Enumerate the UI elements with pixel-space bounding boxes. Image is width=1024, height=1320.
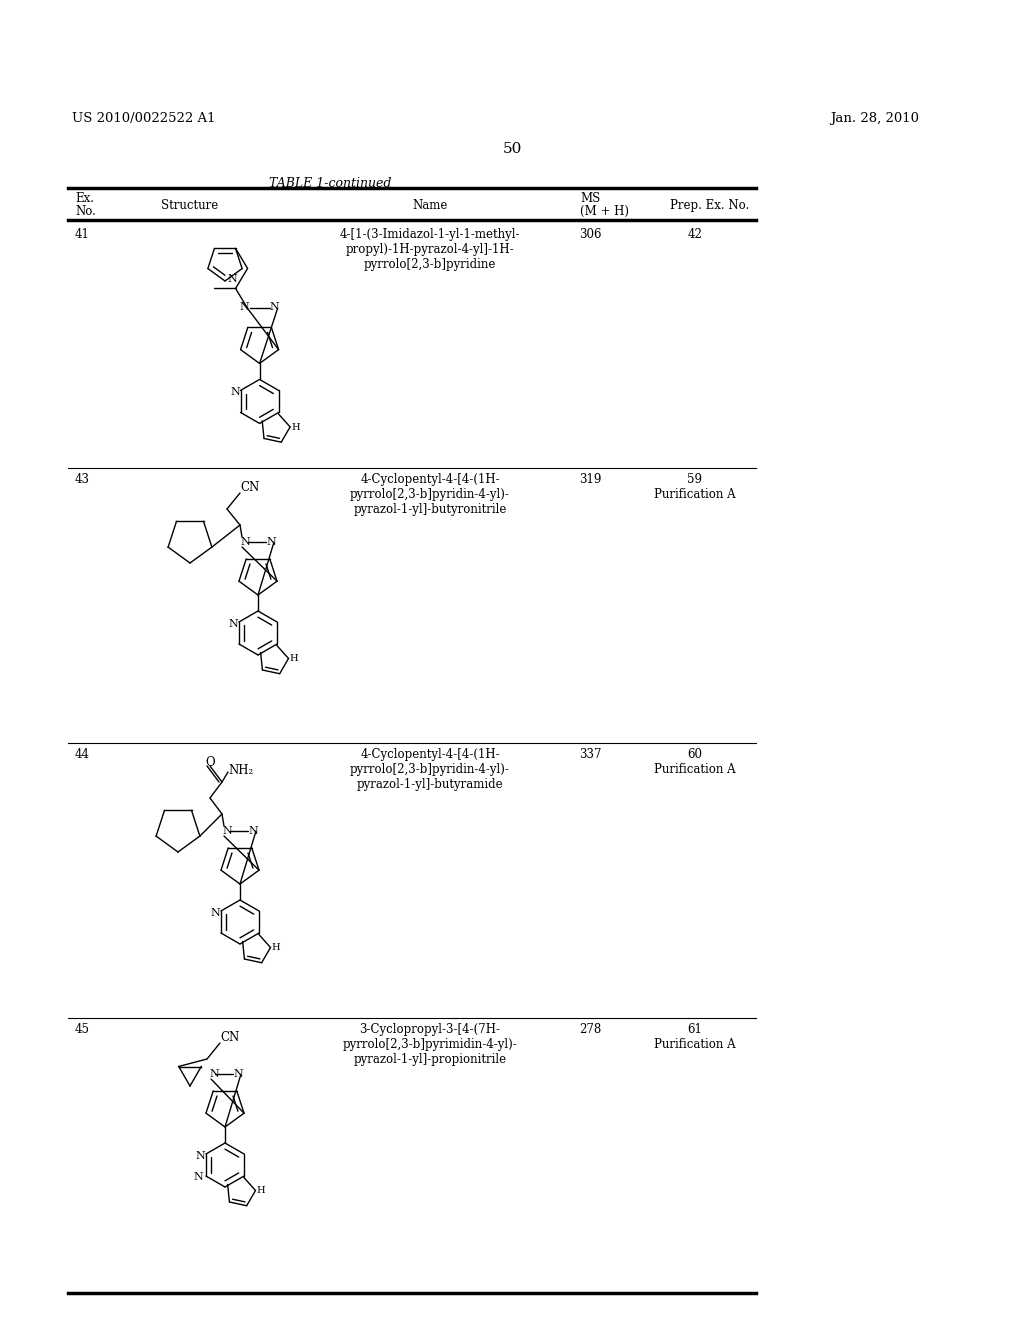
Text: 44: 44 [75,748,90,762]
Text: N: N [266,537,275,546]
Text: 4-[1-(3-Imidazol-1-yl-1-methyl-
propyl)-1H-pyrazol-4-yl]-1H-
pyrrolo[2,3-b]pyrid: 4-[1-(3-Imidazol-1-yl-1-methyl- propyl)-… [340,228,520,271]
Text: N: N [248,826,258,836]
Text: 60
Purification A: 60 Purification A [654,748,736,776]
Text: N: N [194,1172,204,1181]
Text: Prep. Ex. No.: Prep. Ex. No. [670,199,750,213]
Text: 42: 42 [687,228,702,242]
Text: 61
Purification A: 61 Purification A [654,1023,736,1051]
Text: 278: 278 [579,1023,601,1036]
Text: N: N [240,302,249,313]
Text: CN: CN [240,480,259,494]
Text: 50: 50 [503,143,521,156]
Text: Ex.: Ex. [75,191,94,205]
Text: 59
Purification A: 59 Purification A [654,473,736,502]
Text: N: N [196,1151,206,1162]
Text: MS: MS [580,191,600,205]
Text: (M + H): (M + H) [580,205,629,218]
Text: 4-Cyclopentyl-4-[4-(1H-
pyrrolo[2,3-b]pyridin-4-yl)-
pyrazol-1-yl]-butyramide: 4-Cyclopentyl-4-[4-(1H- pyrrolo[2,3-b]py… [350,748,510,791]
Text: 45: 45 [75,1023,90,1036]
Text: H: H [257,1187,265,1196]
Text: N: N [240,537,250,546]
Text: CN: CN [220,1031,240,1044]
Text: 319: 319 [579,473,601,486]
Text: H: H [290,655,298,664]
Text: US 2010/0022522 A1: US 2010/0022522 A1 [72,112,215,125]
Text: O: O [205,756,215,770]
Text: NH₂: NH₂ [228,764,253,777]
Text: N: N [227,275,237,284]
Text: N: N [233,1069,243,1078]
Text: TABLE 1-continued: TABLE 1-continued [269,177,391,190]
Text: N: N [269,302,280,313]
Text: N: N [230,388,241,397]
Text: N: N [211,908,221,917]
Text: H: H [271,944,281,953]
Text: 4-Cyclopentyl-4-[4-(1H-
pyrrolo[2,3-b]pyridin-4-yl)-
pyrazol-1-yl]-butyronitrile: 4-Cyclopentyl-4-[4-(1H- pyrrolo[2,3-b]py… [350,473,510,516]
Text: N: N [222,826,231,836]
Text: H: H [291,422,300,432]
Text: 3-Cyclopropyl-3-[4-(7H-
pyrrolo[2,3-b]pyrimidin-4-yl)-
pyrazol-1-yl]-propionitri: 3-Cyclopropyl-3-[4-(7H- pyrrolo[2,3-b]py… [343,1023,517,1067]
Text: 337: 337 [579,748,601,762]
Text: 43: 43 [75,473,90,486]
Text: Jan. 28, 2010: Jan. 28, 2010 [830,112,919,125]
Text: 306: 306 [579,228,601,242]
Text: Structure: Structure [162,199,219,213]
Text: 41: 41 [75,228,90,242]
Text: N: N [229,619,239,630]
Text: No.: No. [75,205,96,218]
Text: N: N [209,1069,219,1078]
Text: Name: Name [413,199,447,213]
